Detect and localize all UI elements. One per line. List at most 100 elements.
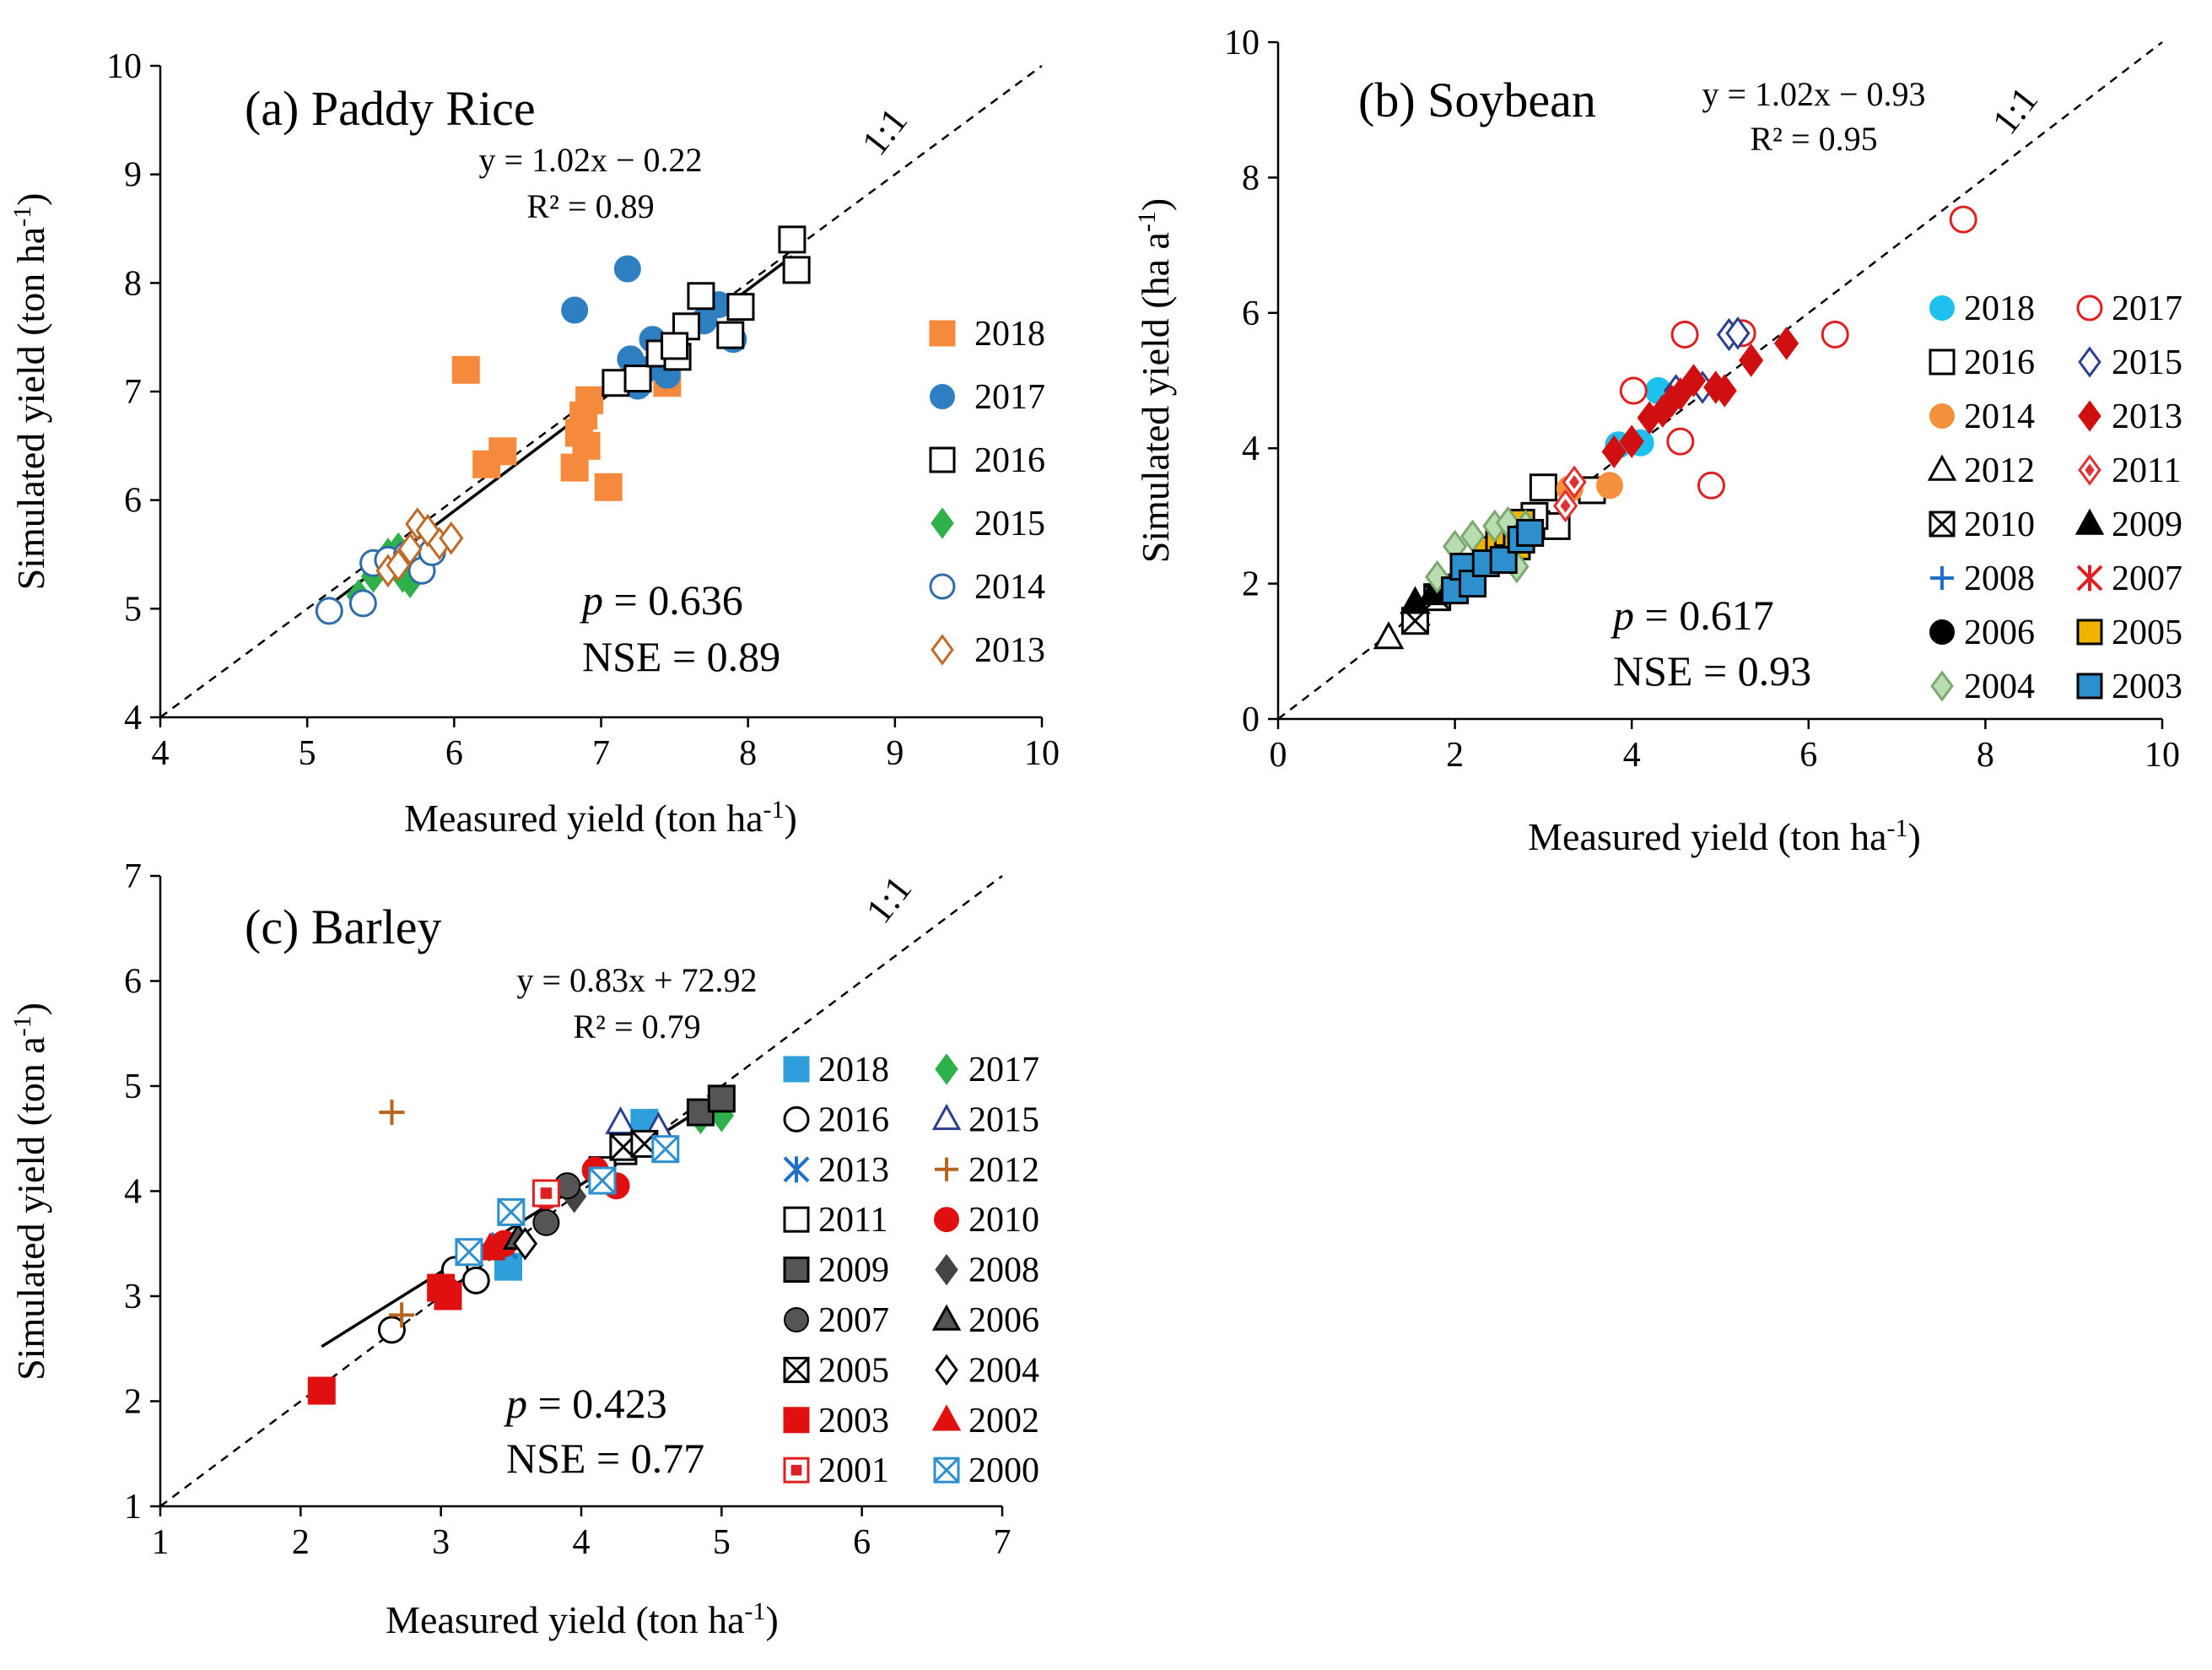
one-to-one-label: 1:1	[858, 868, 920, 931]
y-tick-label: 1	[124, 1488, 142, 1527]
data-point-2001-inner	[540, 1187, 553, 1199]
y-tick-label: 4	[124, 1173, 142, 1212]
data-point-2011-inner	[1569, 475, 1580, 489]
y-axis-label-text: Simulated yield (ha a	[1134, 232, 1177, 563]
y-axis-label: Simulated yield (ton a-1)	[8, 1003, 53, 1381]
legend-label-2013: 2013	[818, 1151, 889, 1190]
data-point-2016	[687, 282, 715, 311]
panel-title: (b) Soybean	[1358, 73, 1596, 127]
y-tick-label: 9	[124, 156, 142, 195]
data-point-2013	[1659, 384, 1684, 418]
y-tick-label: 6	[124, 482, 142, 521]
legend-label-2018: 2018	[1964, 289, 2035, 328]
data-point-2013	[1773, 327, 1799, 360]
legend-label-2015: 2015	[974, 505, 1045, 543]
p-value-number: = 0.423	[527, 1380, 667, 1427]
panel-title: (c) Barley	[245, 900, 441, 954]
legend-marker-2012	[1927, 454, 1957, 481]
x-axis-label-superscript: -1	[1887, 814, 1908, 842]
panel-title: (a) Paddy Rice	[245, 81, 536, 136]
legend-marker-2014	[929, 573, 956, 600]
x-tick-label: 7	[592, 734, 610, 773]
x-axis-label: Measured yield (ton ha-1)	[404, 796, 797, 840]
legend-marker-2013	[931, 634, 954, 666]
y-axis-label: Simulated yield (ha a-1)	[1133, 198, 1178, 564]
data-point-2016	[778, 225, 807, 254]
y-tick-label: 2	[124, 1383, 142, 1422]
legend-marker-2008	[1930, 566, 1954, 590]
legend-label-2015: 2015	[2112, 343, 2182, 382]
x-axis-label-close: )	[1908, 815, 1921, 858]
legend-marker-2018	[929, 320, 956, 347]
legend-label-2018: 2018	[818, 1051, 889, 1089]
panel-paddy-rice: 4 5 6 7 8 9 10 4 5 6 7 8 9 10 1:1 (a) Paddy Rice y = 1.0…	[8, 47, 1060, 840]
one-to-one-label: 1:1	[854, 100, 915, 163]
legend-marker-2014	[1929, 403, 1955, 429]
data-point-2012	[389, 1302, 415, 1328]
data-point-2016	[377, 1316, 406, 1344]
y-tick-label: 7	[124, 857, 142, 896]
x-tick-label: 6	[445, 734, 463, 773]
x-tick-label: 5	[713, 1523, 731, 1562]
data-point-2012	[379, 1100, 405, 1126]
x-tick-label: 4	[573, 1523, 591, 1562]
legend-label-2017: 2017	[968, 1051, 1039, 1089]
x-tick-label: 2	[292, 1523, 310, 1562]
y-axis-label-superscript: -1	[8, 1015, 36, 1036]
data-point-2016	[1529, 473, 1557, 502]
data-point-2003	[434, 1282, 462, 1311]
regression-equation: y = 0.83x + 72.92	[516, 961, 757, 999]
data-point-2003	[1516, 518, 1545, 547]
data-point-2012	[1373, 621, 1405, 650]
legend-label-2007: 2007	[2112, 559, 2182, 598]
data-point-2013	[1712, 374, 1737, 408]
y-tick-label: 5	[124, 590, 142, 629]
x-tick-label: 1	[152, 1523, 170, 1562]
x-axis-label-text: Measured yield (ton ha	[386, 1598, 744, 1641]
regression-r2: R² = 0.95	[1750, 120, 1877, 158]
legend-label-2014: 2014	[974, 568, 1045, 607]
legend-marker-2003	[783, 1407, 810, 1434]
legend-marker-2018	[783, 1056, 810, 1083]
data-point-2017	[1949, 205, 1977, 234]
legend-marker-2018	[1929, 295, 1955, 321]
data-point-2017	[1619, 376, 1648, 405]
x-axis-label-close: )	[785, 797, 797, 840]
y-tick-label: 0	[1242, 700, 1260, 739]
legend-marker-2017	[935, 1053, 958, 1085]
y-tick-label: 7	[124, 373, 142, 412]
p-value: p = 0.617	[1610, 592, 1774, 639]
data-point-2002	[474, 1232, 506, 1261]
nse-value: NSE = 0.89	[582, 633, 780, 680]
legend-label-2011: 2011	[818, 1201, 887, 1240]
data-point-2017	[613, 255, 641, 283]
legend-label-2009: 2009	[2112, 505, 2182, 544]
data-point-2013	[1619, 424, 1644, 458]
y-tick-label: 8	[124, 264, 142, 303]
legend-marker-2004	[935, 1354, 958, 1386]
data-point-2015	[605, 1105, 636, 1135]
legend-marker-2017	[2076, 295, 2103, 322]
nse-value: NSE = 0.93	[1613, 647, 1811, 694]
data-point-2015	[1725, 316, 1751, 350]
legend-label-2001: 2001	[818, 1451, 889, 1490]
legend-marker-2009	[2074, 508, 2105, 535]
data-point-2016	[726, 293, 755, 322]
legend-label-2008: 2008	[1964, 559, 2035, 598]
x-tick-label: 5	[299, 734, 316, 773]
legend-label-2002: 2002	[968, 1402, 1039, 1440]
legend-label-2010: 2010	[968, 1201, 1039, 1240]
y-axis-label-close: )	[1134, 198, 1177, 211]
legend-marker-2017	[930, 384, 955, 409]
data-point-2014	[348, 589, 377, 618]
data-point-2017	[1697, 471, 1726, 500]
x-axis-label-text: Measured yield (ton ha	[404, 797, 763, 840]
legend-label-2012: 2012	[968, 1151, 1039, 1190]
y-tick-label: 2	[1242, 565, 1260, 604]
legend-label-2015: 2015	[968, 1100, 1039, 1139]
legend-marker-2005-cross	[783, 1357, 810, 1383]
data-point-2016	[661, 332, 689, 360]
legend-label-2003: 2003	[2112, 667, 2182, 706]
y-axis-label-text: Simulated yield (ton a	[9, 1036, 52, 1381]
y-tick-label: 8	[1242, 159, 1260, 197]
